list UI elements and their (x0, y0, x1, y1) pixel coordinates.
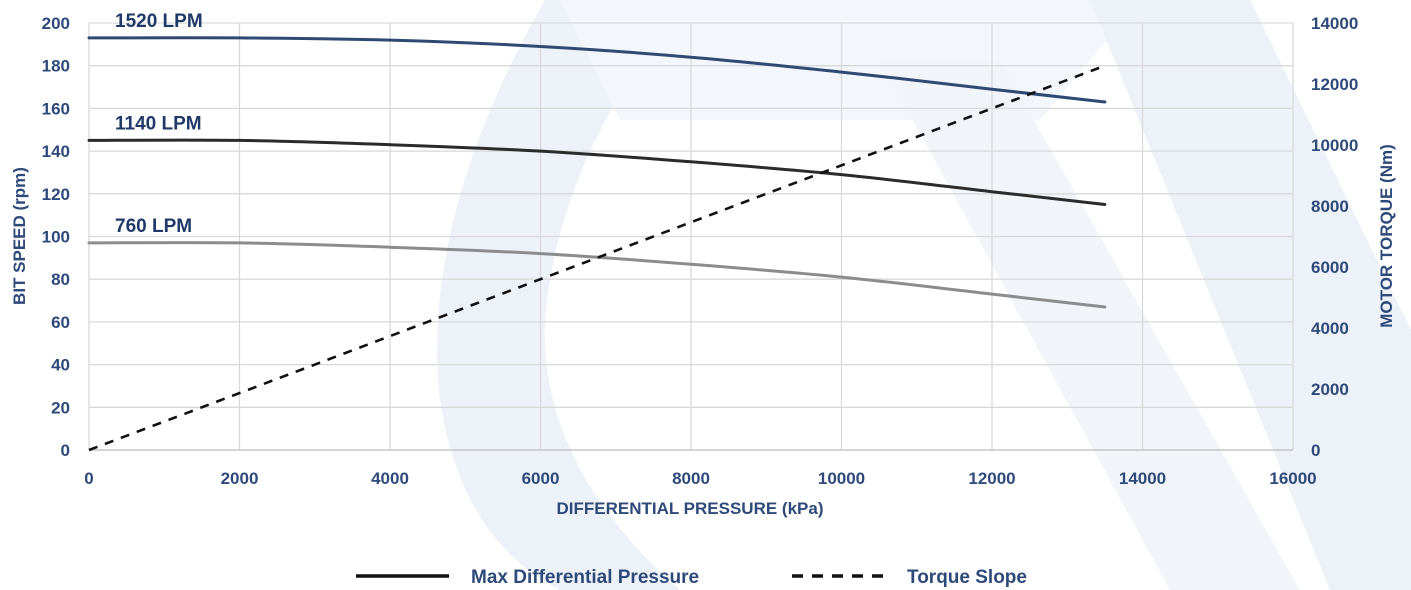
x-tick-label: 4000 (371, 469, 409, 488)
left-axis-ticks: 0 20 40 60 80 100 120 140 160 180 200 (42, 14, 70, 460)
x-tick-label: 16000 (1269, 469, 1316, 488)
y-left-tick-label: 0 (61, 441, 70, 460)
x-tick-label: 12000 (968, 469, 1015, 488)
series-labels: 1520 LPM 1140 LPM 760 LPM (115, 11, 203, 237)
series-label-760-lpm: 760 LPM (115, 216, 192, 237)
series-line-1520-lpm (87, 36, 1107, 104)
y-right-tick-label: 2000 (1311, 380, 1349, 399)
y-left-tick-label: 140 (42, 142, 70, 161)
legend-label-max-pressure: Max Differential Pressure (471, 567, 699, 588)
series-label-1140-lpm: 1140 LPM (115, 113, 202, 134)
y-right-tick-label: 12000 (1311, 75, 1358, 94)
x-tick-label: 14000 (1119, 469, 1166, 488)
y-left-tick-label: 200 (42, 14, 70, 33)
y-left-tick-label: 100 (42, 228, 70, 247)
x-axis-ticks: 0 2000 4000 6000 8000 10000 12000 14000 16000 (84, 469, 1316, 488)
y-axis-left-title: BIT SPEED (rpm) (10, 167, 29, 305)
x-tick-label: 2000 (221, 469, 259, 488)
y-axis-right-title: MOTOR TORQUE (Nm) (1377, 144, 1396, 328)
y-right-tick-label: 8000 (1311, 197, 1349, 216)
x-axis-title: DIFFERENTIAL PRESSURE (kPa) (556, 499, 823, 518)
y-right-tick-label: 4000 (1311, 319, 1349, 338)
y-right-tick-label: 6000 (1311, 258, 1349, 277)
y-left-tick-label: 160 (42, 99, 70, 118)
y-left-tick-label: 40 (51, 356, 70, 375)
x-tick-label: 0 (84, 469, 93, 488)
y-left-tick-label: 60 (51, 313, 70, 332)
x-tick-label: 8000 (672, 469, 710, 488)
x-tick-label: 10000 (818, 469, 865, 488)
series-line-760-lpm (87, 241, 1107, 309)
series-label-1520-lpm: 1520 LPM (115, 11, 203, 32)
y-right-tick-label: 14000 (1311, 14, 1358, 33)
series-line-1140-lpm (87, 138, 1107, 206)
y-left-tick-label: 20 (51, 398, 70, 417)
right-axis-ticks: 0 2000 4000 6000 8000 10000 12000 14000 (1311, 14, 1358, 460)
x-tick-label: 6000 (522, 469, 560, 488)
legend-label-torque-slope: Torque Slope (907, 567, 1027, 588)
series-line-torque-slope (88, 64, 1106, 452)
y-left-tick-label: 180 (42, 57, 70, 76)
y-right-tick-label: 0 (1311, 441, 1320, 460)
y-right-tick-label: 10000 (1311, 136, 1358, 155)
legend: Max Differential Pressure Torque Slope (356, 567, 1027, 588)
series-lines (87, 36, 1107, 452)
y-left-tick-label: 80 (51, 270, 70, 289)
y-left-tick-label: 120 (42, 185, 70, 204)
